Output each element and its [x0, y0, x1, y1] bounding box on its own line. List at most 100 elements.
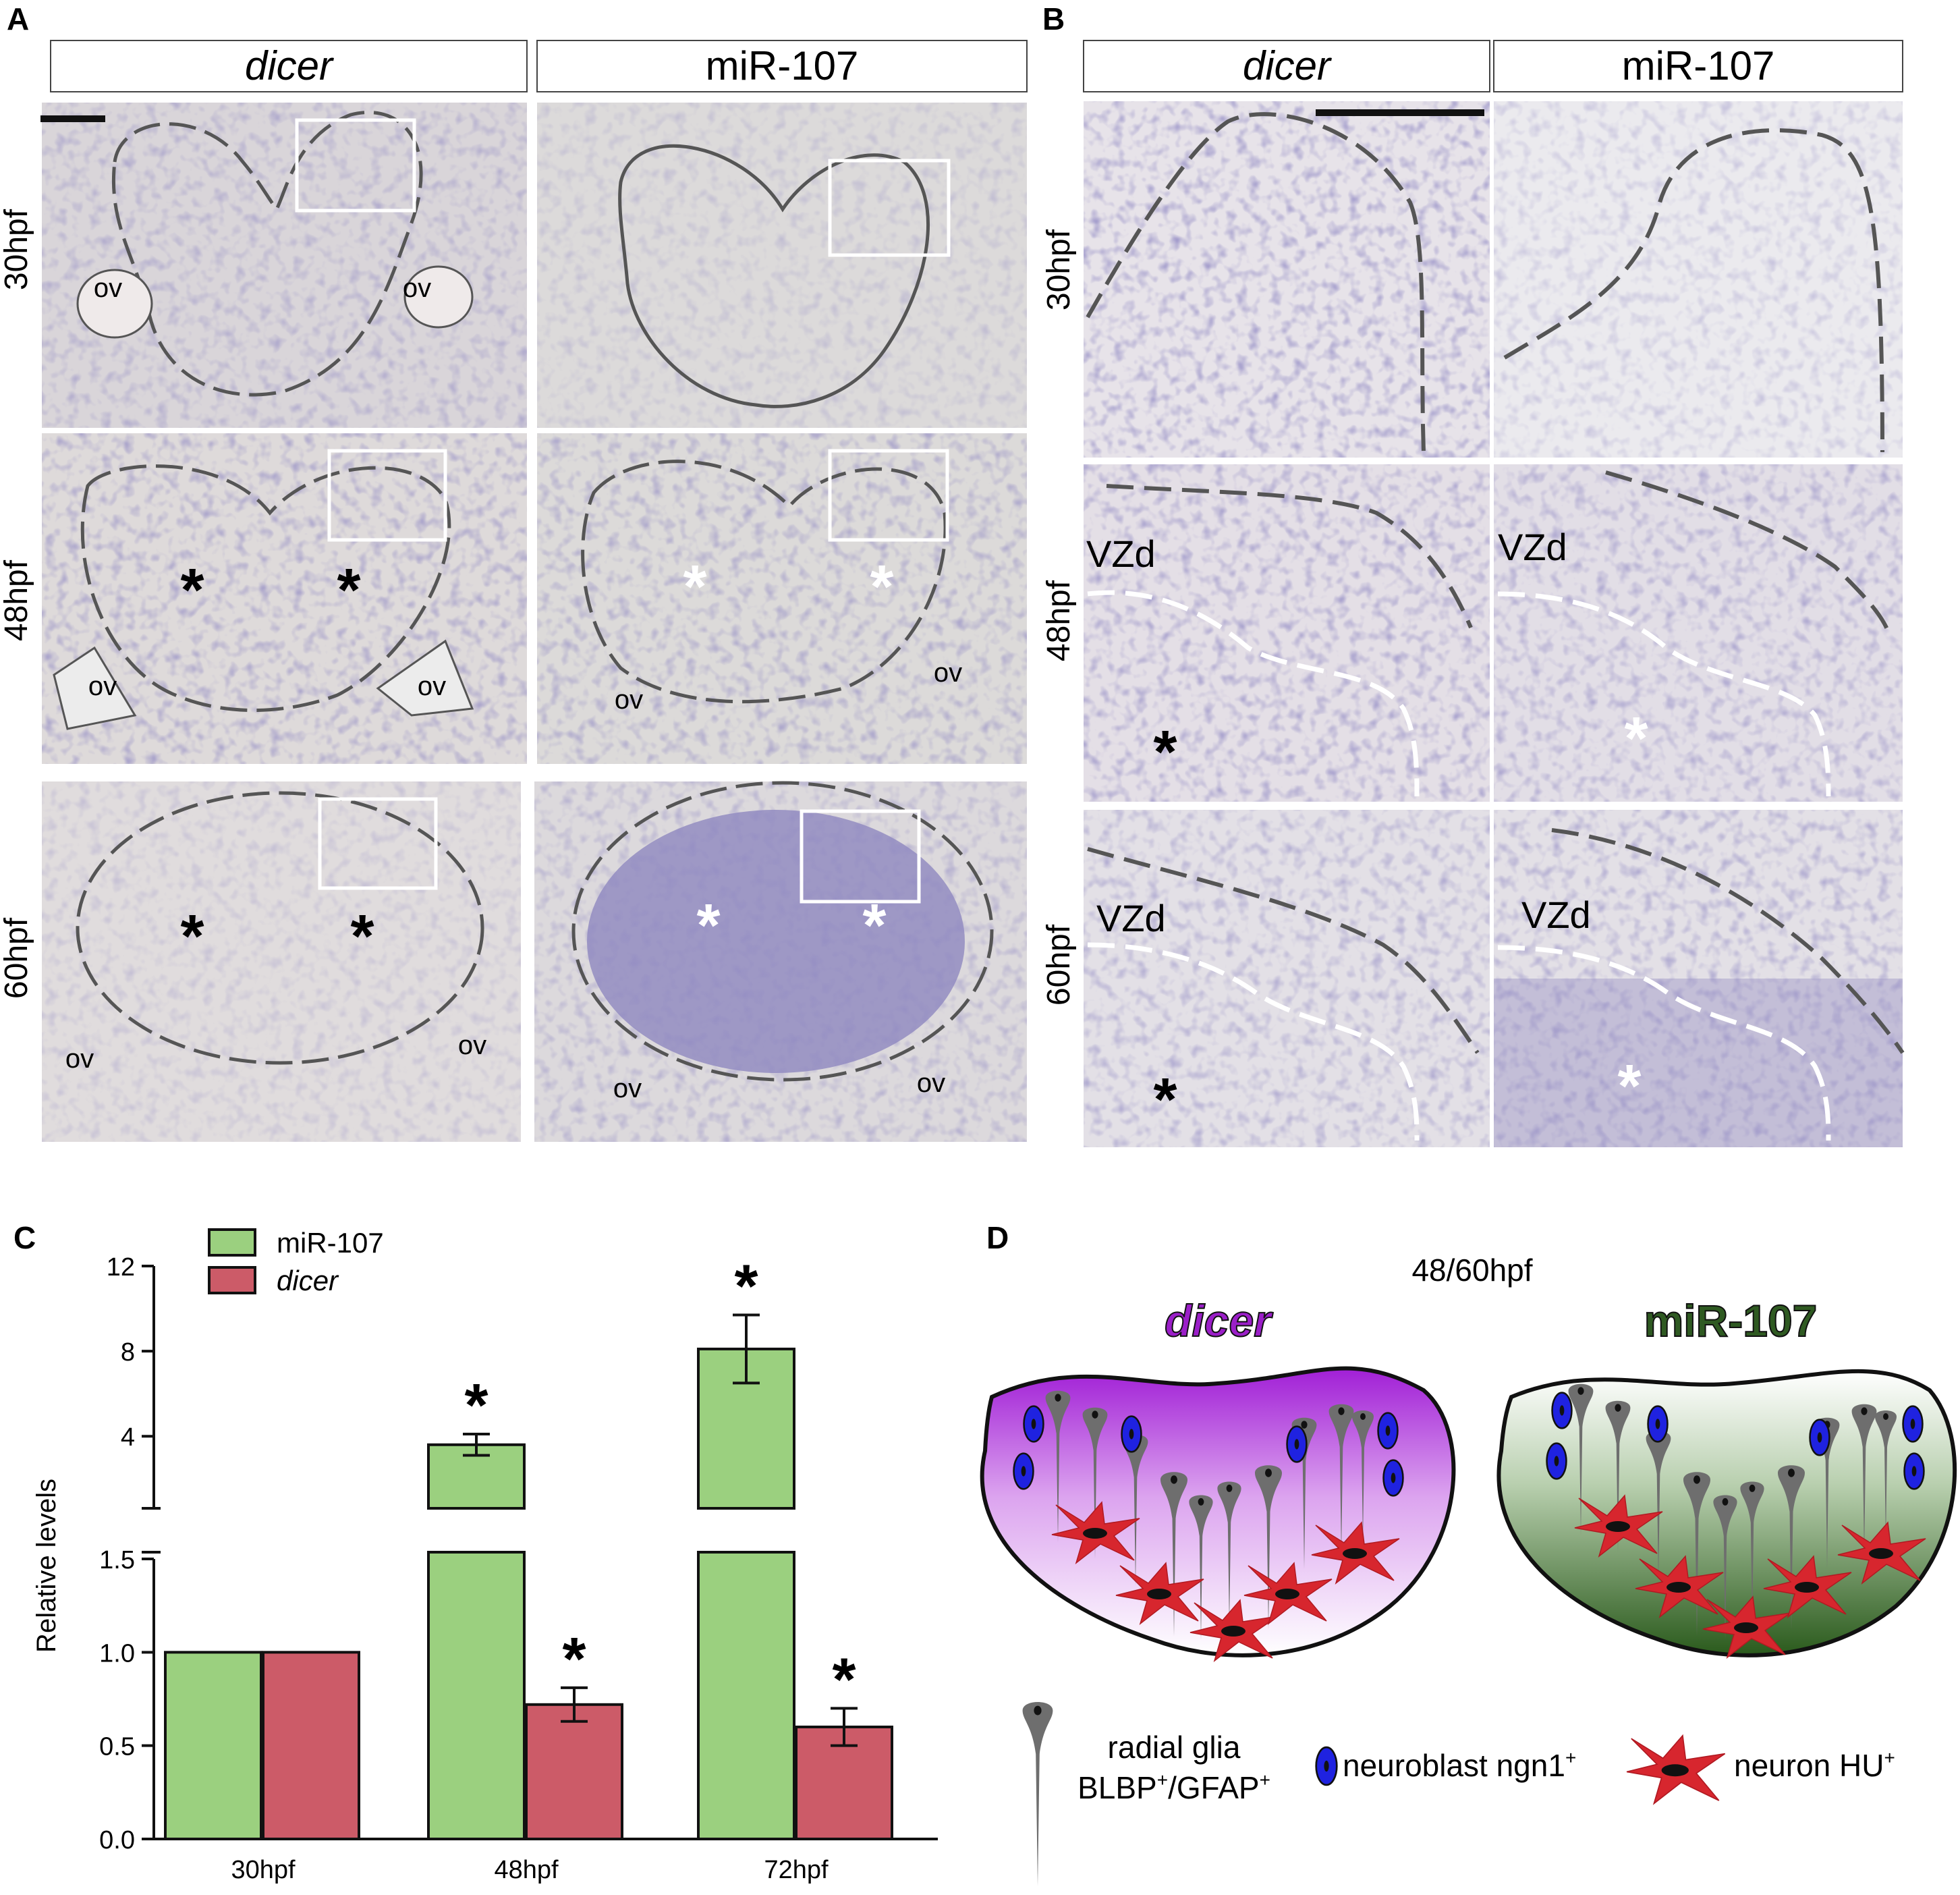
star-marker: *: [337, 557, 360, 624]
scale-bar: [40, 115, 105, 122]
ov-label: ov: [934, 658, 962, 688]
schematic-dicer-tube: [980, 1366, 1456, 1661]
panel-label-b: B: [1042, 1, 1065, 36]
micrograph-a-48hpf-mir107: ov ov * *: [537, 433, 1027, 764]
panel-b-header-mir107: miR-107: [1622, 43, 1775, 88]
panel-b-header-dicer: dicer: [1243, 43, 1332, 88]
schematic-title-mir107: miR-107: [1644, 1296, 1818, 1346]
y-tick-label: 0.5: [99, 1733, 135, 1761]
inset-box: [828, 159, 951, 257]
neuroblast-cell: [1377, 1412, 1399, 1450]
panel-b-row-60hpf: 60hpf: [1041, 924, 1077, 1006]
star-marker: *: [1624, 705, 1648, 773]
ov-label: ov: [917, 1068, 945, 1098]
ov-label: ov: [403, 273, 431, 303]
bar-dicer-48hpf: [525, 1703, 623, 1841]
y-tick-label: 12: [107, 1253, 135, 1282]
inset-box: [318, 797, 438, 890]
ov-label: ov: [458, 1031, 486, 1060]
significance-star: *: [832, 1646, 856, 1713]
neuroblast-cell: [1382, 1459, 1404, 1497]
schematic-legend: radial glia BLBP+/GFAP+ neuroblast ngn1+…: [1022, 1702, 1895, 1886]
star-marker: *: [1617, 1053, 1641, 1120]
neuron-legend-icon: [1626, 1734, 1726, 1805]
star-marker: *: [350, 903, 374, 970]
micrograph-a-60hpf-mir107: ov ov * *: [534, 781, 1027, 1142]
ov-label: ov: [615, 685, 643, 715]
star-marker: *: [180, 557, 204, 624]
legend-glia-line2: BLBP+/GFAP+: [1077, 1769, 1270, 1805]
x-tick-label: 30hpf: [231, 1856, 296, 1884]
bar-dicer-30hpf: [262, 1651, 360, 1840]
star-marker: *: [870, 553, 893, 621]
bar-chart: * * * * 0.0 0.5 1.0 1.5 4 8 12 30hpf 48hpf 72hpf Relat…: [32, 1227, 938, 1884]
inset-box: [327, 449, 447, 542]
ov-label: ov: [88, 671, 117, 701]
panel-a-row-60hpf: 60hpf: [0, 917, 34, 999]
panel-a-row-30hpf: 30hpf: [0, 209, 34, 290]
bar-mir-107-48hpf-lower: [427, 1551, 526, 1840]
neuroblast-cell: [1647, 1405, 1669, 1443]
star-marker: *: [1153, 719, 1177, 786]
inset-box: [800, 809, 921, 904]
legend-swatch: [208, 1266, 256, 1294]
significance-star: *: [562, 1626, 586, 1693]
ov-label: ov: [613, 1074, 642, 1103]
star-marker: *: [180, 903, 204, 970]
y-tick-label: 8: [121, 1338, 135, 1367]
inset-box: [828, 449, 949, 542]
panel-b-row-labels: 30hpf 48hpf 60hpf: [1041, 229, 1077, 1006]
zone-label-vzd: VZd: [1086, 532, 1156, 575]
legend-neuron: neuron HU+: [1734, 1747, 1895, 1783]
x-tick-label: 48hpf: [494, 1856, 559, 1884]
neuroblast-legend-icon: [1315, 1746, 1338, 1786]
y-axis-label: Relative levels: [32, 1479, 61, 1653]
inset-box: [295, 118, 416, 213]
neuroblast-cell: [1903, 1452, 1925, 1490]
bar-mir-107-30hpf: [164, 1651, 262, 1840]
micrograph-a-60hpf-dicer: ov ov * *: [42, 781, 521, 1142]
legend-label: miR-107: [277, 1227, 384, 1259]
panel-label-a: A: [7, 1, 29, 36]
micrograph-b-60hpf-dicer: VZd *: [1084, 810, 1490, 1147]
schematic-title-dicer: dicer: [1165, 1296, 1273, 1346]
panel-a-row-48hpf: 48hpf: [0, 559, 34, 641]
significance-star: *: [734, 1253, 758, 1321]
neuroblast-cell: [1551, 1392, 1573, 1429]
zone-label-vzd: VZd: [1521, 894, 1591, 936]
panel-label-d: D: [986, 1220, 1009, 1255]
radial-glia-legend-icon: [1022, 1702, 1053, 1886]
x-tick-label: 72hpf: [764, 1856, 829, 1884]
panel-a-header-mir107: miR-107: [706, 43, 859, 88]
star-marker: *: [862, 892, 886, 960]
micrograph-b-30hpf-mir107: [1494, 101, 1903, 458]
schematic-mir107-tube: [1496, 1369, 1957, 1658]
panel-a-headers: dicer miR-107: [50, 40, 1028, 92]
legend-glia-line1: radial glia: [1108, 1730, 1241, 1765]
micrograph-a-48hpf-dicer: ov ov * *: [42, 433, 527, 764]
micrograph-b-30hpf-dicer: [1084, 101, 1490, 458]
axis-break-gap: [696, 1510, 797, 1549]
y-tick-label: 1.5: [99, 1546, 135, 1574]
axis-break-gap: [426, 1510, 527, 1549]
neuroblast-cell: [1013, 1452, 1034, 1490]
micrograph-b-60hpf-mir107: VZd *: [1494, 810, 1905, 1147]
panel-b-row-30hpf: 30hpf: [1041, 229, 1077, 310]
legend-neuroblast: neuroblast ngn1+: [1343, 1747, 1576, 1783]
legend-label: dicer: [277, 1265, 339, 1296]
y-tick-label: 1.0: [99, 1639, 135, 1668]
star-marker: *: [683, 553, 706, 621]
micrograph-a-30hpf-dicer: ov ov: [40, 103, 527, 428]
scale-bar: [1316, 109, 1484, 116]
panel-b-row-48hpf: 48hpf: [1041, 580, 1077, 661]
bar-mir-107-72hpf-lower: [697, 1551, 795, 1840]
star-marker: *: [696, 892, 720, 960]
schematic-timepoint: 48/60hpf: [1411, 1253, 1532, 1288]
star-marker: *: [1153, 1066, 1177, 1134]
ov-label: ov: [418, 671, 446, 701]
micrograph-a-30hpf-mir107: [537, 103, 1027, 428]
y-tick-label: 4: [121, 1423, 135, 1452]
micrograph-b-48hpf-mir107: VZd *: [1494, 464, 1903, 802]
legend-swatch: [208, 1228, 256, 1257]
